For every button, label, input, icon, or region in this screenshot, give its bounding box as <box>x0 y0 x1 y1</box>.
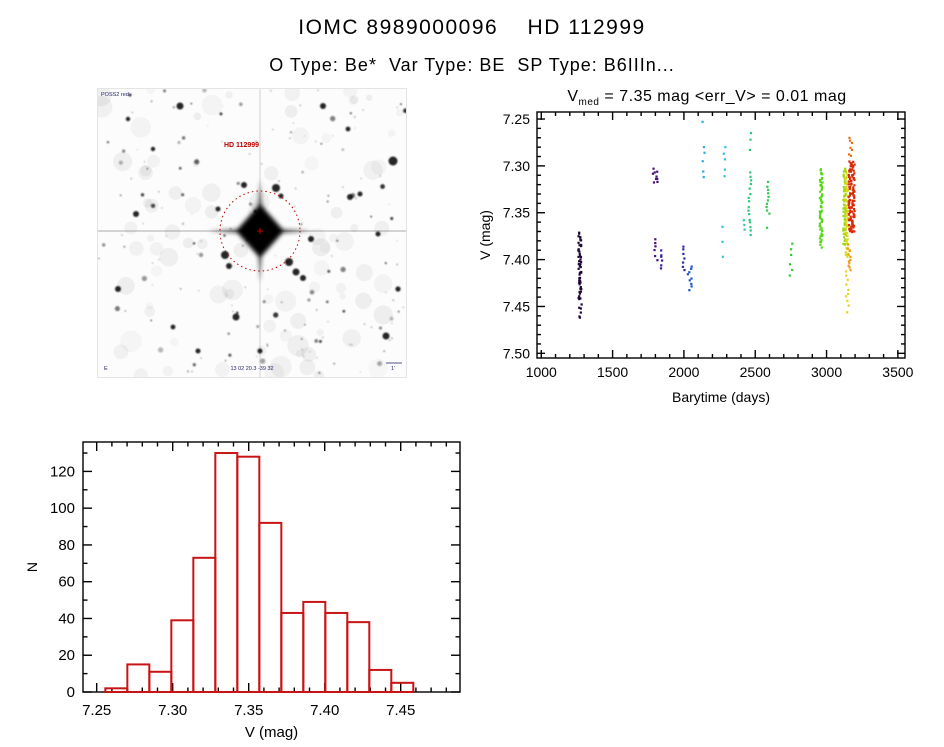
lightcurve-title: Vmed = 7.35 mag <err_V> = 0.01 mag <box>470 88 944 108</box>
svg-text:7.25: 7.25 <box>82 702 111 719</box>
finding-chart-image: HD 112999 POSS2 red 13 02 20.3 -39 32 E 1' <box>97 88 407 378</box>
orientation-label: E <box>104 366 108 372</box>
svg-text:3000: 3000 <box>811 364 842 380</box>
svg-text:60: 60 <box>58 574 75 591</box>
lightcurve-plot: 1000 1500 2000 2500 3000 3500 7.25 7.30 7.35 7.40… <box>477 111 914 405</box>
svg-text:7.30: 7.30 <box>158 702 187 719</box>
svg-text:3500: 3500 <box>882 364 913 380</box>
axes <box>82 441 461 693</box>
axis-labels: 7.25 7.30 7.35 7.40 7.45 0 20 40 60 80 100 120 V (ma… <box>24 463 415 741</box>
axes <box>536 111 906 359</box>
svg-text:7.25: 7.25 <box>503 111 530 127</box>
svg-text:7.35: 7.35 <box>234 702 263 719</box>
y-axis-title: N <box>24 562 40 572</box>
svg-text:2500: 2500 <box>740 364 771 380</box>
svg-text:7.30: 7.30 <box>503 158 530 174</box>
field-stars <box>98 89 406 374</box>
x-axis-title: Barytime (days) <box>672 389 770 405</box>
svg-text:7.40: 7.40 <box>310 702 339 719</box>
svg-text:120: 120 <box>50 463 75 480</box>
survey-label: POSS2 red <box>101 92 129 98</box>
scale-label: 1' <box>391 366 395 372</box>
svg-text:40: 40 <box>58 610 75 627</box>
histogram-bars <box>104 452 415 694</box>
lightcurve-title-sub: med <box>578 97 600 109</box>
lightcurve-title-var: V <box>567 88 579 105</box>
histogram-plot: 7.25 7.30 7.35 7.40 7.45 0 20 40 60 80 100 120 V (ma… <box>24 441 461 741</box>
sky-background <box>98 89 393 377</box>
svg-text:0: 0 <box>67 684 75 701</box>
lightcurve-points <box>577 120 856 319</box>
y-axis-title: V (mag) <box>477 210 493 260</box>
x-axis-title: V (mag) <box>245 724 298 741</box>
svg-text:80: 80 <box>58 537 75 554</box>
svg-text:7.45: 7.45 <box>386 702 415 719</box>
target-label: HD 112999 <box>224 142 259 149</box>
page-subtitle: O Type: Be* Var Type: BE SP Type: B6IIIn… <box>269 55 675 75</box>
svg-text:1000: 1000 <box>526 364 557 380</box>
svg-text:7.50: 7.50 <box>503 345 530 361</box>
svg-text:1500: 1500 <box>597 364 628 380</box>
svg-text:7.45: 7.45 <box>503 298 530 314</box>
lightcurve-title-rest: = 7.35 mag <err_V> = 0.01 mag <box>599 88 847 105</box>
aperture-marker <box>219 190 301 272</box>
svg-text:2000: 2000 <box>668 364 699 380</box>
coords-label: 13 02 20.3 -39 32 <box>230 366 273 372</box>
svg-text:20: 20 <box>58 647 75 664</box>
svg-text:100: 100 <box>50 500 75 517</box>
chart-annotations: POSS2 red 13 02 20.3 -39 32 E 1' <box>101 92 402 372</box>
svg-text:7.35: 7.35 <box>503 205 530 221</box>
page-title: IOMC 8989000096 HD 112999 <box>298 16 646 39</box>
axis-labels: 1000 1500 2000 2500 3000 3500 7.25 7.30 7.35 7.40… <box>477 111 914 405</box>
svg-text:7.40: 7.40 <box>503 252 530 268</box>
